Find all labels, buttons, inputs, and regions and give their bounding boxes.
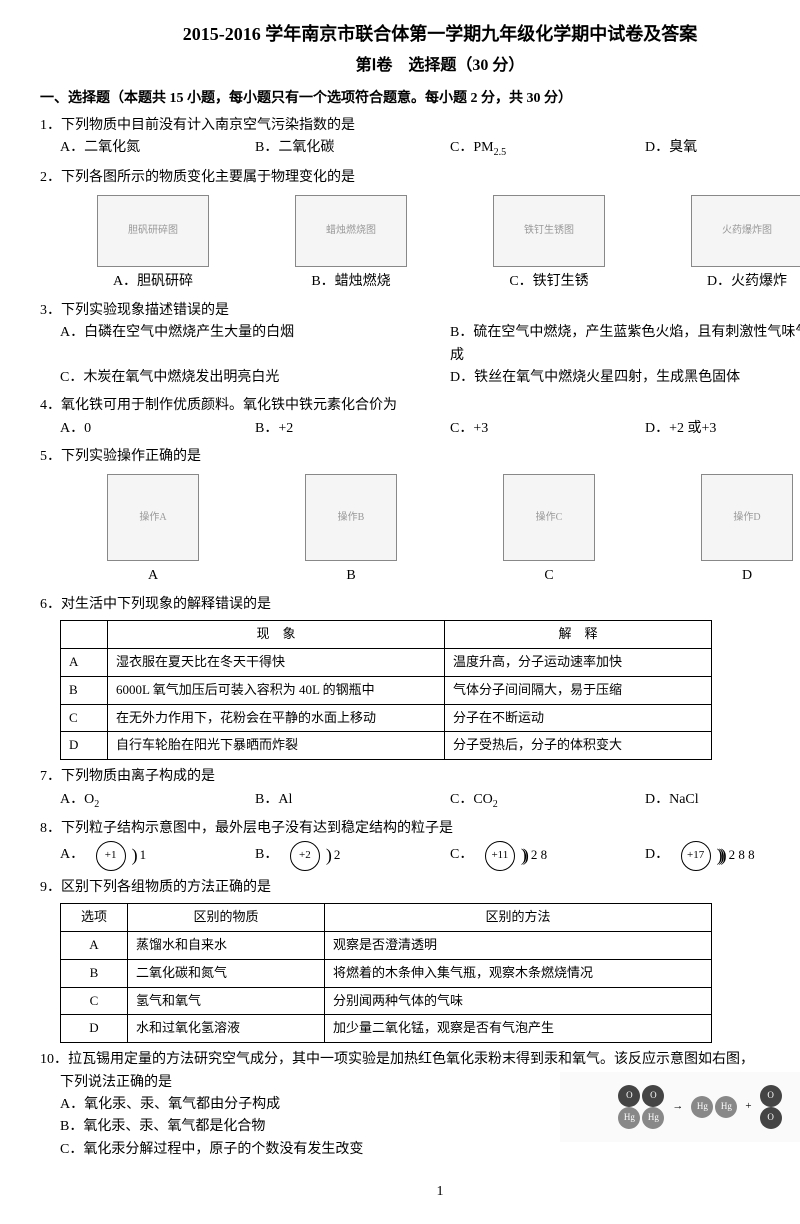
q5-img-d: 操作D (701, 474, 793, 561)
exam-subtitle: 第Ⅰ卷 选择题（30 分） (40, 53, 800, 79)
q6-r0c0: A (61, 649, 108, 677)
q1-opt-d: D．臭氧 (645, 137, 800, 161)
question-8: 8．下列粒子结构示意图中，最外层电子没有达到稳定结构的粒子是 A． +1)1 B… (40, 818, 800, 870)
q6-h2: 解 释 (445, 621, 712, 649)
q9-r0c1: 蒸馏水和自来水 (128, 932, 325, 960)
q9-r1c2: 将燃着的木条伸入集气瓶，观察木条燃烧情况 (325, 959, 712, 987)
question-5: 5．下列实验操作正确的是 操作A A 操作B B 操作C C 操作D D (40, 446, 800, 588)
q4-opt-d: D．+2 或+3 (645, 418, 800, 440)
q2-text: 2．下列各图所示的物质变化主要属于物理变化的是 (40, 167, 800, 189)
question-3: 3．下列实验现象描述错误的是 A．白磷在空气中燃烧产生大量的白烟 B．硫在空气中… (40, 300, 800, 390)
q6-h0 (61, 621, 108, 649)
q1-opt-c: C．PM2.5 (450, 137, 645, 161)
q6-r0c1: 湿衣服在夏天比在冬天干得快 (108, 649, 445, 677)
q7-text: 7．下列物质由离子构成的是 (40, 766, 800, 788)
q9-r2c1: 氢气和氧气 (128, 987, 325, 1015)
question-7: 7．下列物质由离子构成的是 A．O2 B．Al C．CO2 D．NaCl (40, 766, 800, 812)
q9-r3c1: 水和过氧化氢溶液 (128, 1015, 325, 1043)
page-number: 1 (40, 1181, 800, 1203)
q8-text: 8．下列粒子结构示意图中，最外层电子没有达到稳定结构的粒子是 (40, 818, 800, 840)
q7-opt-d: D．NaCl (645, 789, 800, 813)
q2-img-b: 蜡烛燃烧图 (295, 195, 407, 267)
q9-r0c0: A (61, 932, 128, 960)
exam-title: 2015-2016 学年南京市联合体第一学期九年级化学期中试卷及答案 (40, 20, 800, 49)
q9-r0c2: 观察是否澄清透明 (325, 932, 712, 960)
q4-opt-c: C．+3 (450, 418, 645, 440)
q4-opt-a: A．0 (60, 418, 255, 440)
q5-label-b: B (346, 565, 355, 587)
q9-table: 选项 区别的物质 区别的方法 A蒸馏水和自来水观察是否澄清透明 B二氧化碳和氮气… (60, 903, 712, 1043)
q9-r2c2: 分别闻两种气体的气味 (325, 987, 712, 1015)
q6-r2c0: C (61, 704, 108, 732)
q4-text: 4．氧化铁可用于制作优质颜料。氧化铁中铁元素化合价为 (40, 395, 800, 417)
question-4: 4．氧化铁可用于制作优质颜料。氧化铁中铁元素化合价为 A．0 B．+2 C．+3… (40, 395, 800, 440)
q2-label-d: D．火药爆炸 (707, 271, 787, 293)
q2-img-a: 胆矾研碎图 (97, 195, 209, 267)
q6-r2c2: 分子在不断运动 (445, 704, 712, 732)
q6-r0c2: 温度升高，分子运动速率加快 (445, 649, 712, 677)
q6-r1c0: B (61, 676, 108, 704)
q2-label-c: C．铁钉生锈 (509, 271, 588, 293)
arrow-icon: → (672, 1098, 683, 1116)
question-1: 1．下列物质中目前没有计入南京空气污染指数的是 A．二氧化氮 B．二氧化碳 C．… (40, 115, 800, 161)
q8-opt-a: A． +1)1 (60, 841, 255, 871)
q1-text: 1．下列物质中目前没有计入南京空气污染指数的是 (40, 115, 800, 137)
q6-r3c1: 自行车轮胎在阳光下暴晒而炸裂 (108, 732, 445, 760)
q7-opt-a: A．O2 (60, 789, 255, 813)
q1-opt-a: A．二氧化氮 (60, 137, 255, 161)
q9-r1c0: B (61, 959, 128, 987)
question-9: 9．区别下列各组物质的方法正确的是 选项 区别的物质 区别的方法 A蒸馏水和自来… (40, 877, 800, 1043)
q9-r3c2: 加少量二氧化锰，观察是否有气泡产生 (325, 1015, 712, 1043)
q5-label-d: D (742, 565, 752, 587)
q10-opt-c: C．氧化汞分解过程中，原子的个数没有发生改变 (60, 1139, 800, 1161)
q9-text: 9．区别下列各组物质的方法正确的是 (40, 877, 800, 899)
q6-h1: 现 象 (108, 621, 445, 649)
q6-r3c0: D (61, 732, 108, 760)
question-10: 10．拉瓦锡用定量的方法研究空气成分，其中一项实验是加热红色氧化汞粉末得到汞和氧… (40, 1049, 800, 1161)
q3-opt-a: A．白磷在空气中燃烧产生大量的白烟 (60, 322, 450, 367)
q9-h1: 区别的物质 (128, 904, 325, 932)
q3-opt-b: B．硫在空气中燃烧，产生蓝紫色火焰，且有刺激性气味气体生成 (450, 322, 800, 367)
q9-h0: 选项 (61, 904, 128, 932)
q3-opt-d: D．铁丝在氧气中燃烧火星四射，生成黑色固体 (450, 367, 800, 389)
q10-reaction-diagram: OHg OHg → Hg Hg + OO (560, 1072, 800, 1142)
q5-label-a: A (148, 565, 158, 587)
section-header: 一、选择题（本题共 15 小题，每小题只有一个选项符合题意。每小题 2 分，共 … (40, 88, 800, 110)
q6-r2c1: 在无外力作用下，花粉会在平静的水面上移动 (108, 704, 445, 732)
q9-r1c1: 二氧化碳和氮气 (128, 959, 325, 987)
q9-r2c0: C (61, 987, 128, 1015)
q2-img-d: 火药爆炸图 (691, 195, 800, 267)
q8-opt-d: D． +17)))2 8 8 (645, 841, 800, 871)
q3-text: 3．下列实验现象描述错误的是 (40, 300, 800, 322)
q7-opt-b: B．Al (255, 789, 450, 813)
q6-r1c2: 气体分子间间隔大，易于压缩 (445, 676, 712, 704)
q8-opt-c: C． +11))2 8 (450, 841, 645, 871)
q6-table: 现 象 解 释 A湿衣服在夏天比在冬天干得快温度升高，分子运动速率加快 B600… (60, 620, 712, 760)
question-2: 2．下列各图所示的物质变化主要属于物理变化的是 胆矾研碎图 A．胆矾研碎 蜡烛燃… (40, 167, 800, 294)
q5-text: 5．下列实验操作正确的是 (40, 446, 800, 468)
q2-label-a: A．胆矾研碎 (113, 271, 193, 293)
q9-h2: 区别的方法 (325, 904, 712, 932)
q1-opt-b: B．二氧化碳 (255, 137, 450, 161)
q5-label-c: C (544, 565, 553, 587)
q7-opt-c: C．CO2 (450, 789, 645, 813)
q9-r3c0: D (61, 1015, 128, 1043)
q2-img-c: 铁钉生锈图 (493, 195, 605, 267)
q10-text: 10．拉瓦锡用定量的方法研究空气成分，其中一项实验是加热红色氧化汞粉末得到汞和氧… (40, 1049, 800, 1071)
q5-img-b: 操作B (305, 474, 397, 561)
q5-img-a: 操作A (107, 474, 199, 561)
q5-img-c: 操作C (503, 474, 595, 561)
q6-text: 6．对生活中下列现象的解释错误的是 (40, 594, 800, 616)
question-6: 6．对生活中下列现象的解释错误的是 现 象 解 释 A湿衣服在夏天比在冬天干得快… (40, 594, 800, 760)
q2-label-b: B．蜡烛燃烧 (311, 271, 390, 293)
q4-opt-b: B．+2 (255, 418, 450, 440)
q6-r1c1: 6000L 氧气加压后可装入容积为 40L 的钢瓶中 (108, 676, 445, 704)
q6-r3c2: 分子受热后，分子的体积变大 (445, 732, 712, 760)
q8-opt-b: B． +2)2 (255, 841, 450, 871)
q3-opt-c: C．木炭在氧气中燃烧发出明亮白光 (60, 367, 450, 389)
plus-icon: + (745, 1098, 751, 1116)
